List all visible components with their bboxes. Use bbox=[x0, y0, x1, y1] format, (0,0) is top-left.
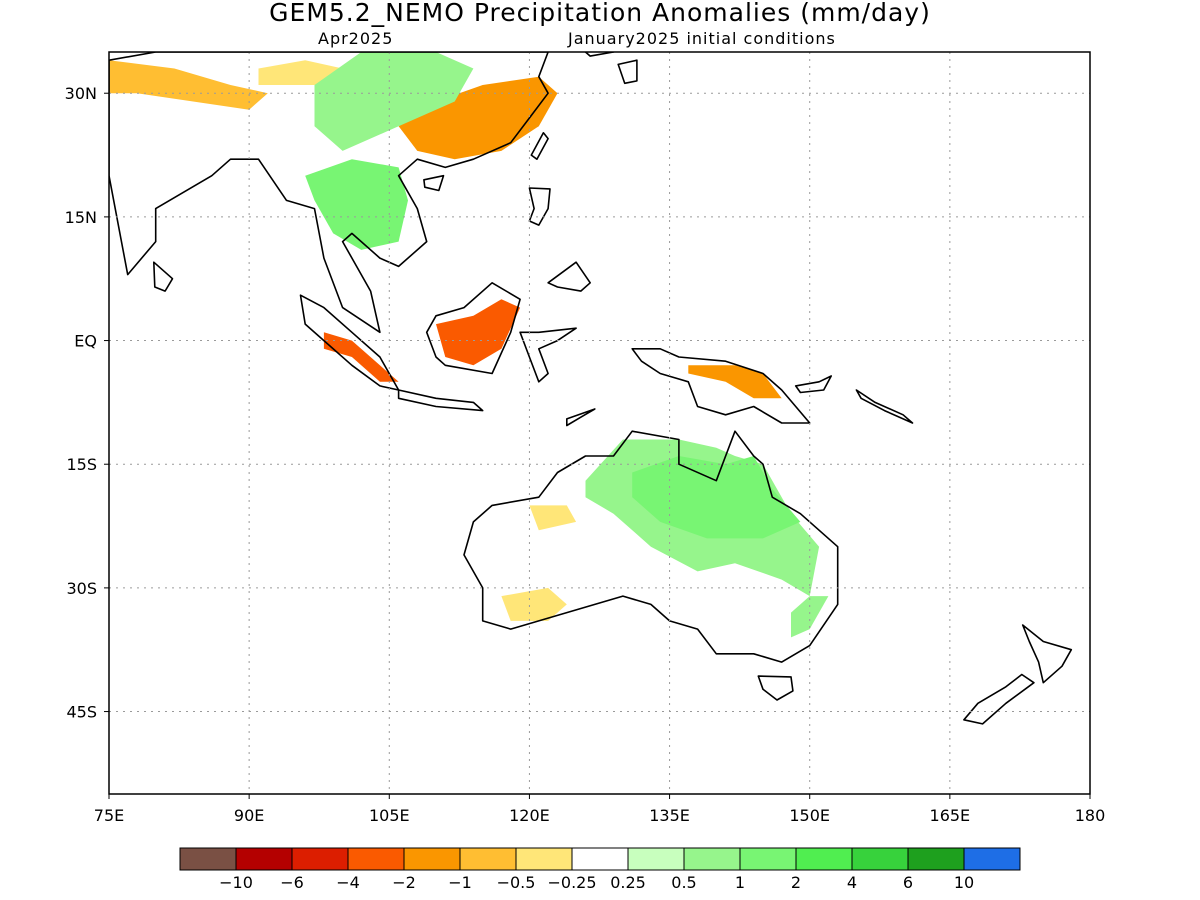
lat-tick-label: EQ bbox=[74, 332, 97, 351]
coastline-solomons bbox=[855, 389, 914, 424]
colorbar-swatch bbox=[851, 847, 909, 871]
anomaly-tibet-yellow bbox=[258, 60, 343, 85]
colorbar-swatch bbox=[571, 847, 629, 871]
coastline-mainland-asia bbox=[109, 52, 549, 334]
anomaly-new-guinea-north bbox=[688, 365, 782, 399]
lat-tick-label: 30S bbox=[66, 579, 97, 598]
colorbar-label: 10 bbox=[954, 873, 974, 892]
coastline-luzon bbox=[528, 187, 551, 226]
colorbar-label: −6 bbox=[280, 873, 304, 892]
lat-tick-label: 45S bbox=[66, 703, 97, 722]
coastline-new-guinea bbox=[631, 347, 811, 424]
coastline-mindanao bbox=[547, 261, 592, 292]
colorbar-label: 4 bbox=[847, 873, 857, 892]
coastline-sulawesi bbox=[519, 327, 577, 383]
anomaly-se-australia-green bbox=[791, 596, 829, 638]
colorbar: −10 −6 −4 −2 −1 −0.5 −0.25 0.25 0.5 1 2 4 6 10 bbox=[179, 847, 1021, 892]
coastline-borneo-coast bbox=[425, 281, 521, 375]
colorbar-swatch bbox=[459, 847, 517, 871]
colorbar-swatch bbox=[963, 847, 1021, 871]
coastline-timor bbox=[565, 408, 596, 427]
colorbar-swatch bbox=[515, 847, 573, 871]
colorbar-label: 0.25 bbox=[610, 873, 646, 892]
lon-tick-label: 105E bbox=[369, 806, 410, 825]
colorbar-label: −2 bbox=[392, 873, 416, 892]
anomaly-wa-yellow-2 bbox=[529, 505, 577, 531]
colorbar-swatch bbox=[627, 847, 685, 871]
lon-tick-label: 180 bbox=[1075, 806, 1106, 825]
coastline-korea bbox=[584, 52, 616, 57]
anomaly-south-china-halo bbox=[398, 76, 558, 160]
initial-conditions: January2025 initial conditions bbox=[568, 29, 836, 48]
colorbar-swatch bbox=[179, 847, 237, 871]
anomaly-china-interior-green bbox=[314, 52, 474, 151]
lat-tick-label: 15N bbox=[65, 208, 97, 227]
colorbar-label: 1 bbox=[735, 873, 745, 892]
lon-tick-label: 150E bbox=[789, 806, 830, 825]
colorbar-label: 6 bbox=[903, 873, 913, 892]
coastline-new-britain bbox=[794, 375, 833, 394]
lon-tick-label: 135E bbox=[649, 806, 690, 825]
colorbar-label: 2 bbox=[791, 873, 801, 892]
colorbar-swatch bbox=[739, 847, 797, 871]
forecast-month: Apr2025 bbox=[318, 29, 394, 48]
colorbar-label: −0.5 bbox=[497, 873, 536, 892]
coastline-hainan bbox=[423, 174, 445, 192]
map-title: GEM5.2_NEMO Precipitation Anomalies (mm/… bbox=[269, 0, 931, 27]
anomaly-borneo bbox=[436, 299, 521, 366]
coastline-layer bbox=[109, 52, 1073, 725]
axis-labels: 30N 15N EQ 15S 30S 45S 75E 90E 105E 120E 135E 150E 1… bbox=[65, 84, 1106, 825]
coastline-sri-lanka bbox=[153, 261, 174, 292]
lon-tick-label: 90E bbox=[234, 806, 264, 825]
colorbar-label: 0.5 bbox=[671, 873, 696, 892]
lat-tick-label: 30N bbox=[65, 84, 97, 103]
lon-tick-label: 75E bbox=[94, 806, 124, 825]
colorbar-label: −0.25 bbox=[547, 873, 596, 892]
gridlines bbox=[109, 52, 1090, 794]
colorbar-swatch bbox=[683, 847, 741, 871]
colorbar-swatch bbox=[347, 847, 405, 871]
coastline-australia bbox=[463, 430, 839, 663]
colorbar-swatch bbox=[795, 847, 853, 871]
coastline-japan-kyushu bbox=[617, 59, 638, 85]
anomaly-mainland-se-asia bbox=[305, 159, 408, 250]
anomaly-himalaya-north bbox=[109, 60, 268, 110]
colorbar-swatch bbox=[907, 847, 965, 871]
colorbar-label: −1 bbox=[448, 873, 472, 892]
coastline-nz-south bbox=[963, 673, 1035, 725]
colorbar-swatch bbox=[403, 847, 461, 871]
anomaly-wa-yellow-1 bbox=[501, 587, 567, 621]
coastline-taiwan bbox=[530, 132, 549, 160]
anomaly-sumatra bbox=[323, 332, 399, 382]
coastline-java bbox=[397, 389, 484, 412]
lon-tick-label: 165E bbox=[930, 806, 971, 825]
coastline-sumatra-coast bbox=[299, 294, 400, 391]
lat-tick-label: 15S bbox=[66, 455, 97, 474]
coastline-tasmania bbox=[757, 675, 794, 701]
colorbar-label: −10 bbox=[219, 873, 253, 892]
colorbar-swatch bbox=[235, 847, 293, 871]
anomaly-layer bbox=[109, 52, 829, 638]
colorbar-label: −4 bbox=[336, 873, 360, 892]
coastline-nz-north bbox=[1021, 624, 1073, 684]
anomaly-north-australia-core bbox=[632, 456, 801, 539]
map-frame bbox=[108, 51, 1091, 795]
lon-tick-label: 120E bbox=[509, 806, 550, 825]
colorbar-swatch bbox=[291, 847, 349, 871]
